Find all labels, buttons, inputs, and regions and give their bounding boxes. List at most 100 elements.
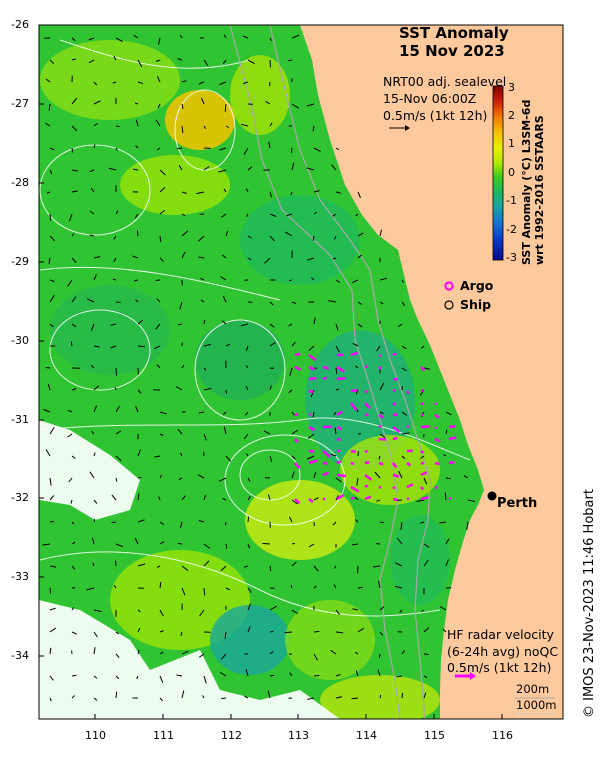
velocity-vector [159,474,162,479]
velocity-vector [177,542,183,545]
velocity-vector [137,649,140,655]
velocity-vector [115,543,124,548]
velocity-vector [332,521,337,526]
velocity-vector [376,499,381,502]
velocity-vector [93,697,98,701]
colorbar-tick: 0 [508,166,515,179]
velocity-vector [137,81,143,84]
velocity-vector [313,471,317,479]
velocity-vector [224,521,227,526]
velocity-vector [357,627,364,633]
velocity-vector [263,430,271,435]
velocity-vector [93,256,101,259]
velocity-vector [291,103,299,109]
velocity-vector [245,385,249,391]
velocity-vector [93,81,98,86]
velocity-vector [67,409,73,413]
velocity-vector [247,477,251,482]
velocity-vector [351,279,359,284]
hf-radar-vector [364,495,372,501]
velocity-vector [68,213,73,222]
velocity-vector [159,235,162,243]
velocity-vector [240,123,249,127]
velocity-vector [177,323,183,326]
hf-radar-vector [294,352,301,357]
hf-radar-vector [405,390,410,395]
velocity-vector [289,367,293,376]
velocity-vector [444,492,447,501]
velocity-vector [49,169,53,175]
velocity-vector [291,471,295,479]
hf-radar-vector [336,493,345,501]
velocity-vector [90,323,95,331]
velocity-vector [335,323,339,331]
velocity-vector [158,37,161,45]
velocity-vector [399,609,403,613]
velocity-vector [423,543,430,548]
velocity-vector [176,147,183,150]
velocity-vector [91,537,95,545]
velocity-vector [289,672,293,677]
velocity-vector [137,345,145,348]
velocity-vector [115,560,117,567]
hf-radar-vector [434,461,440,466]
velocity-vector [137,493,140,501]
velocity-vector [291,411,295,416]
velocity-vector [181,565,189,571]
velocity-vector [333,565,337,569]
velocity-vector [312,125,315,132]
velocity-vector [159,433,164,436]
velocity-vectors [42,34,476,702]
velocity-vector [291,561,297,567]
velocity-vector [445,559,449,567]
lon-tick-label: 111 [153,729,174,742]
lon-tick-label: 110 [85,729,106,742]
velocity-vector [221,697,227,700]
hf-radar-vector [420,470,428,477]
velocity-vector [110,323,117,326]
velocity-vector [396,675,403,678]
hf-radar-vector [364,449,368,454]
hf-radar-vector [308,389,314,394]
velocity-vector [247,235,252,239]
velocity-vector [93,100,101,105]
velocity-vector [154,455,161,458]
velocity-vector [45,122,51,127]
velocity-vector [439,606,447,611]
velocity-vector [445,429,448,435]
velocity-vector [396,537,403,545]
lat-tick-label: -26 [11,18,29,31]
hf-radar-vector [349,402,358,411]
velocity-vector [330,453,337,457]
velocity-vector [335,609,340,616]
velocity-vector [181,364,185,369]
velocity-vector [308,543,315,548]
velocity-vector [86,298,95,303]
hf-radar-vector [434,426,438,430]
velocity-vector [71,125,78,132]
velocity-vector [372,565,381,568]
velocity-vector [330,649,337,655]
velocity-vector [93,123,98,127]
velocity-vector [290,584,293,589]
currents-time: 15-Nov 06:00Z [383,91,477,106]
velocity-vector [220,653,227,660]
hf-radar-vector [434,402,438,406]
velocity-vector [401,432,410,435]
velocity-vector [313,565,319,572]
hf-radar-vector [448,436,457,441]
velocity-vector [313,497,319,501]
hf-radar-title: HF radar velocity [447,627,554,642]
velocity-vector [269,235,275,242]
lat-tick-label: -31 [11,413,29,426]
velocity-vector [247,587,252,593]
velocity-vector [313,211,318,215]
velocity-vector [89,210,95,215]
velocity-vector [71,296,77,303]
velocity-vector [179,301,183,310]
velocity-vector [401,455,406,459]
velocity-vector [176,674,183,677]
velocity-vector [335,367,338,374]
hf-radar-vector [364,402,371,410]
velocity-vector [269,341,276,347]
